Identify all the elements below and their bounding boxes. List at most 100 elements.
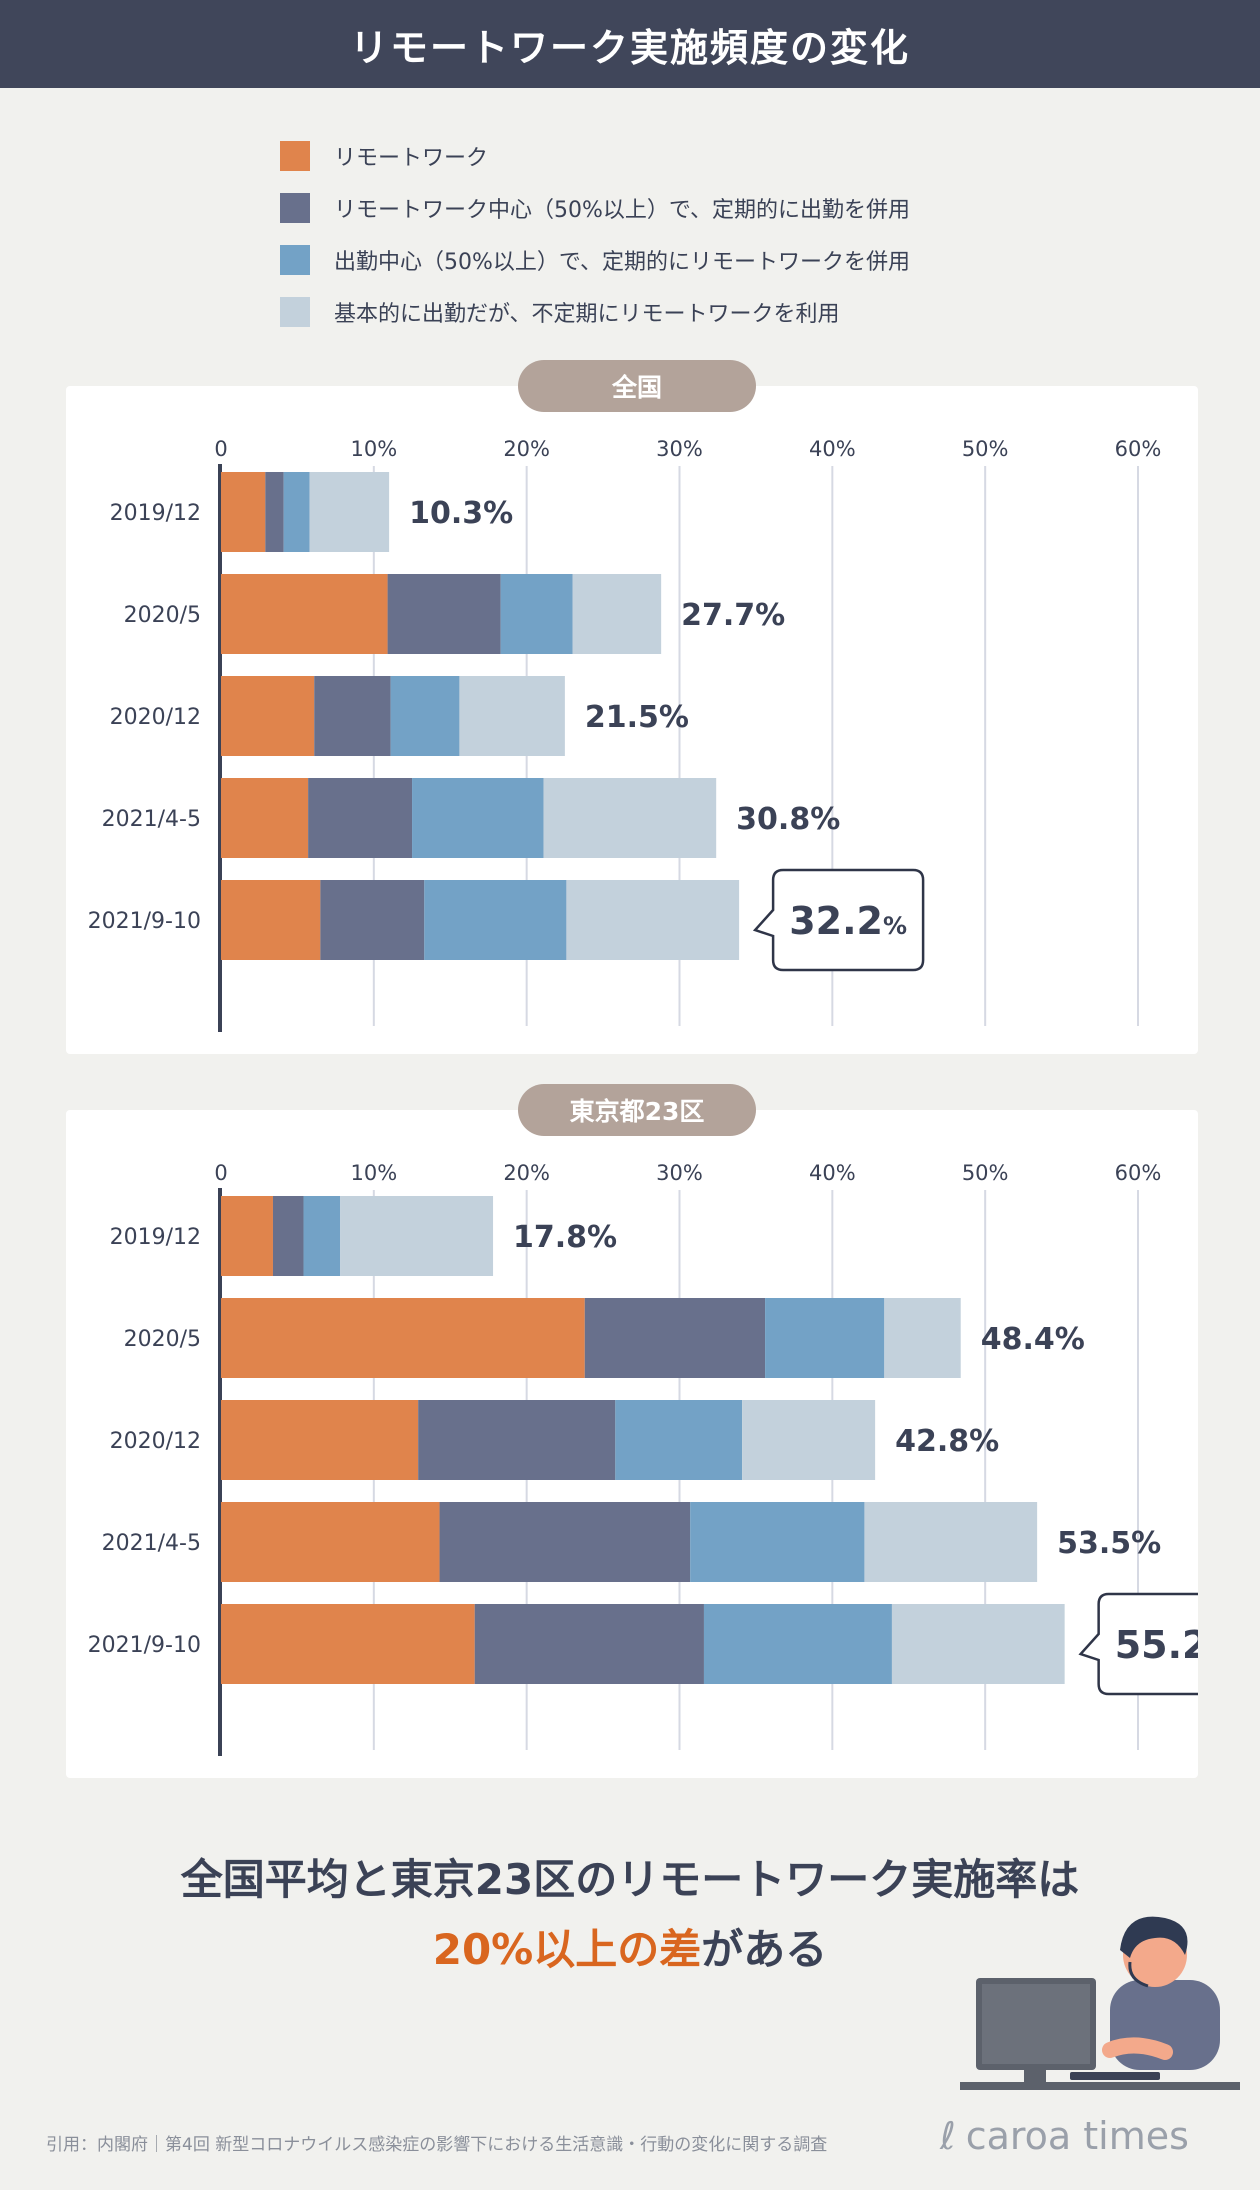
chart-panel-tokyo: 0 10% 20% 30% 40% 50% 60% 2019/12 17.8% 2020/5 48.…: [66, 1110, 1198, 1778]
x-tick-label: 30%: [656, 1161, 703, 1185]
conclusion-highlight: 20%以上の差: [432, 1925, 702, 1974]
bar-segment: [690, 1502, 865, 1582]
legend-swatch: [280, 297, 310, 327]
chart-tokyo: 0 10% 20% 30% 40% 50% 60% 2019/12 17.8% 2020/5 48.…: [88, 1161, 1198, 1756]
bar-segment: [309, 472, 390, 552]
category-label: 2019/12: [110, 501, 201, 526]
legend-swatch: [280, 141, 310, 171]
category-label: 2020/12: [110, 705, 201, 730]
bar-segment: [221, 472, 266, 552]
page-title: リモートワーク実施頻度の変化: [0, 0, 1260, 88]
highlight-callout: [1078, 1592, 1198, 1696]
chart-title-national: 全国: [518, 360, 756, 412]
bar-segment: [390, 676, 460, 756]
legend-label: リモートワーク: [334, 146, 489, 171]
chart-panel-national: 0 10% 20% 30% 40% 50% 60% 2019/12 10.3% 2020/5 27.…: [66, 386, 1198, 1054]
bar-segment: [314, 676, 391, 756]
chart-national: 0 10% 20% 30% 40% 50% 60% 2019/12 10.3% 2020/5 27.…: [88, 437, 1162, 1032]
bar-segment: [703, 1604, 892, 1684]
bar-segment: [320, 880, 425, 960]
legend-label: 出勤中心（50%以上）で、定期的にリモートワークを併用: [334, 250, 911, 275]
person-at-computer-illustration: [960, 1916, 1240, 2090]
bar-segment: [891, 1604, 1065, 1684]
bar-segment: [221, 574, 388, 654]
bar-segment: [221, 1196, 273, 1276]
bar-segment: [742, 1400, 876, 1480]
category-label: 2019/12: [110, 1225, 201, 1250]
total-label: 42.8%: [895, 1424, 999, 1459]
bar-segment: [864, 1502, 1038, 1582]
bar-segment: [221, 1400, 419, 1480]
category-label: 2021/9-10: [88, 1633, 201, 1658]
chart-title-tokyo: 東京都23区: [518, 1084, 756, 1136]
bar-segment: [221, 1502, 440, 1582]
bar-segment: [424, 880, 567, 960]
x-tick-label: 10%: [350, 1161, 397, 1185]
highlight-total-label: 32.2%: [789, 899, 907, 943]
category-label: 2021/9-10: [88, 909, 201, 934]
conclusion-line-1: 全国平均と東京23区のリモートワーク実施率は: [180, 1855, 1080, 1904]
source-citation: 引用：内閣府｜第4回 新型コロナウイルス感染症の影響下における生活意識・行動の変…: [46, 2135, 828, 2155]
x-tick-label: 30%: [656, 437, 703, 461]
bar-segment: [459, 676, 565, 756]
bar-segment: [221, 1604, 475, 1684]
bar-segment: [765, 1298, 885, 1378]
legend-item: リモートワーク: [280, 130, 910, 182]
bar-segment: [272, 1196, 304, 1276]
bar-segment: [340, 1196, 494, 1276]
x-tick-label: 0: [214, 1161, 227, 1185]
x-tick-label: 20%: [503, 1161, 550, 1185]
bar-segment: [884, 1298, 961, 1378]
bar-segment: [418, 1400, 616, 1480]
conclusion-rest: がある: [701, 1925, 828, 1974]
x-tick-label: 0: [214, 437, 227, 461]
legend-label: リモートワーク中心（50%以上）で、定期的に出勤を併用: [334, 198, 911, 223]
x-tick-label: 50%: [962, 1161, 1009, 1185]
total-label: 17.8%: [513, 1220, 617, 1255]
x-tick-label: 40%: [809, 1161, 856, 1185]
bar-segment: [308, 778, 413, 858]
brand-name: caroa times: [965, 2114, 1189, 2158]
legend-swatch: [280, 245, 310, 275]
bar-segment: [303, 1196, 341, 1276]
total-label: 30.8%: [736, 802, 840, 837]
legend-item: リモートワーク中心（50%以上）で、定期的に出勤を併用: [280, 182, 910, 234]
bar-segment: [221, 1298, 585, 1378]
bar-segment: [221, 676, 315, 756]
x-tick-label: 10%: [350, 437, 397, 461]
legend: リモートワーク リモートワーク中心（50%以上）で、定期的に出勤を併用 出勤中心…: [280, 130, 910, 338]
bar-segment: [566, 880, 740, 960]
brand-mark-icon: ℓ: [940, 2114, 956, 2158]
legend-swatch: [280, 193, 310, 223]
x-tick-label: 60%: [1115, 437, 1162, 461]
bar-segment: [265, 472, 284, 552]
bar-segment: [500, 574, 573, 654]
legend-item: 基本的に出勤だが、不定期にリモートワークを利用: [280, 286, 910, 338]
bar-segment: [221, 880, 321, 960]
total-label: 48.4%: [981, 1322, 1085, 1357]
bar-segment: [439, 1502, 691, 1582]
category-label: 2020/12: [110, 1429, 201, 1454]
bar-segment: [615, 1400, 743, 1480]
x-tick-label: 60%: [1115, 1161, 1162, 1185]
x-tick-label: 20%: [503, 437, 550, 461]
category-label: 2020/5: [124, 1327, 201, 1352]
bar-segment: [387, 574, 501, 654]
bar-segment: [474, 1604, 704, 1684]
bar-segment: [572, 574, 662, 654]
total-label: 27.7%: [681, 598, 785, 633]
highlight-total-label: 55.2%: [1115, 1623, 1198, 1667]
total-label: 53.5%: [1057, 1526, 1161, 1561]
category-label: 2021/4-5: [102, 807, 201, 832]
category-label: 2020/5: [124, 603, 201, 628]
bar-segment: [584, 1298, 766, 1378]
conclusion-line-2: 20%以上の差がある: [0, 1916, 1260, 1977]
legend-item: 出勤中心（50%以上）で、定期的にリモートワークを併用: [280, 234, 910, 286]
x-tick-label: 50%: [962, 437, 1009, 461]
legend-label: 基本的に出勤だが、不定期にリモートワークを利用: [334, 302, 840, 327]
highlight-callout: [752, 868, 925, 972]
bar-segment: [412, 778, 544, 858]
bar-segment: [283, 472, 310, 552]
x-tick-label: 40%: [809, 437, 856, 461]
total-label: 10.3%: [409, 496, 513, 531]
